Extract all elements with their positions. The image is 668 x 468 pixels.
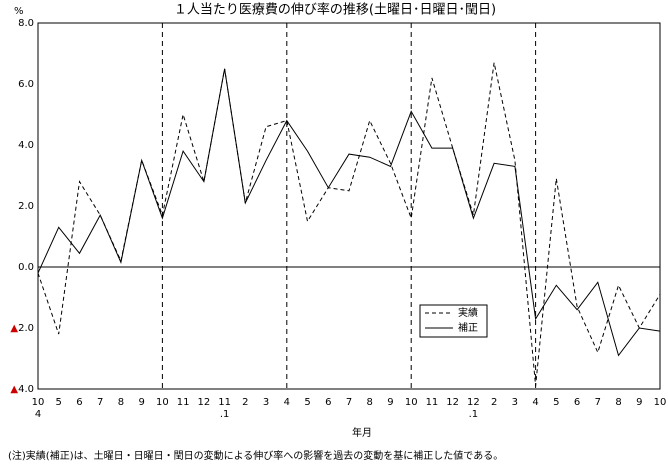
legend-box	[419, 304, 488, 338]
x-tick-label: 2	[491, 397, 497, 408]
x-axis-label: 年月	[352, 426, 372, 439]
x-tick-sublabel: .1	[469, 409, 479, 420]
x-tick-label: 7	[595, 397, 601, 408]
y-tick-label: ▲2.0	[10, 323, 34, 334]
x-tick-label: 11	[218, 397, 231, 408]
x-tick-label: 11	[177, 397, 190, 408]
x-tick-label: 5	[553, 397, 559, 408]
x-tick-label: 5	[56, 397, 62, 408]
x-tick-label: 9	[138, 397, 144, 408]
x-tick-label: 12	[446, 397, 459, 408]
x-tick-label: 10	[32, 397, 45, 408]
series-line	[37, 62, 661, 386]
x-tick-label: 12	[197, 397, 210, 408]
x-tick-label: 12	[467, 397, 480, 408]
chart-title: １人当たり医療費の伸び率の推移(土曜日･日曜日･閏日)	[174, 2, 496, 18]
x-tick-label: 2	[242, 397, 248, 408]
x-tick-label: 5	[304, 397, 310, 408]
y-tick-label: 8.0	[18, 18, 34, 29]
x-tick-label: 10	[405, 397, 418, 408]
x-tick-label: 4	[284, 397, 290, 408]
x-tick-label: 9	[636, 397, 642, 408]
plot-frame	[37, 22, 661, 390]
x-tick-label: 7	[97, 397, 103, 408]
x-tick-label: 4	[532, 397, 538, 408]
x-tick-label: 8	[367, 397, 373, 408]
x-tick-label: 3	[263, 397, 269, 408]
x-tick-sublabel: .1	[220, 409, 230, 420]
y-tick-label: 6.0	[18, 79, 34, 90]
y-unit: %	[14, 6, 24, 17]
x-tick-label: 10	[654, 397, 667, 408]
x-tick-label: 8	[118, 397, 124, 408]
y-tick-label: 2.0	[18, 201, 34, 212]
footnote: (注)実績(補正)は、土曜日・日曜日・閏日の変動による伸び率への影響を過去の変動…	[8, 449, 503, 462]
y-tick-label: 0.0	[18, 262, 34, 273]
x-tick-label: 9	[387, 397, 393, 408]
x-tick-label: 11	[426, 397, 439, 408]
legend-label: 補正	[458, 321, 478, 334]
x-tick-label: 6	[574, 397, 580, 408]
y-tick-label: ▲4.0	[10, 384, 34, 395]
x-tick-label: 8	[615, 397, 621, 408]
legend-label: 実績	[458, 306, 478, 319]
series-line	[37, 68, 661, 357]
x-tick-label: 7	[346, 397, 352, 408]
x-tick-label: 3	[512, 397, 518, 408]
x-tick-label: 6	[325, 397, 331, 408]
x-tick-sublabel: 4	[35, 409, 41, 420]
x-tick-label: 10	[156, 397, 169, 408]
y-tick-label: 4.0	[18, 140, 34, 151]
x-tick-label: 6	[76, 397, 82, 408]
